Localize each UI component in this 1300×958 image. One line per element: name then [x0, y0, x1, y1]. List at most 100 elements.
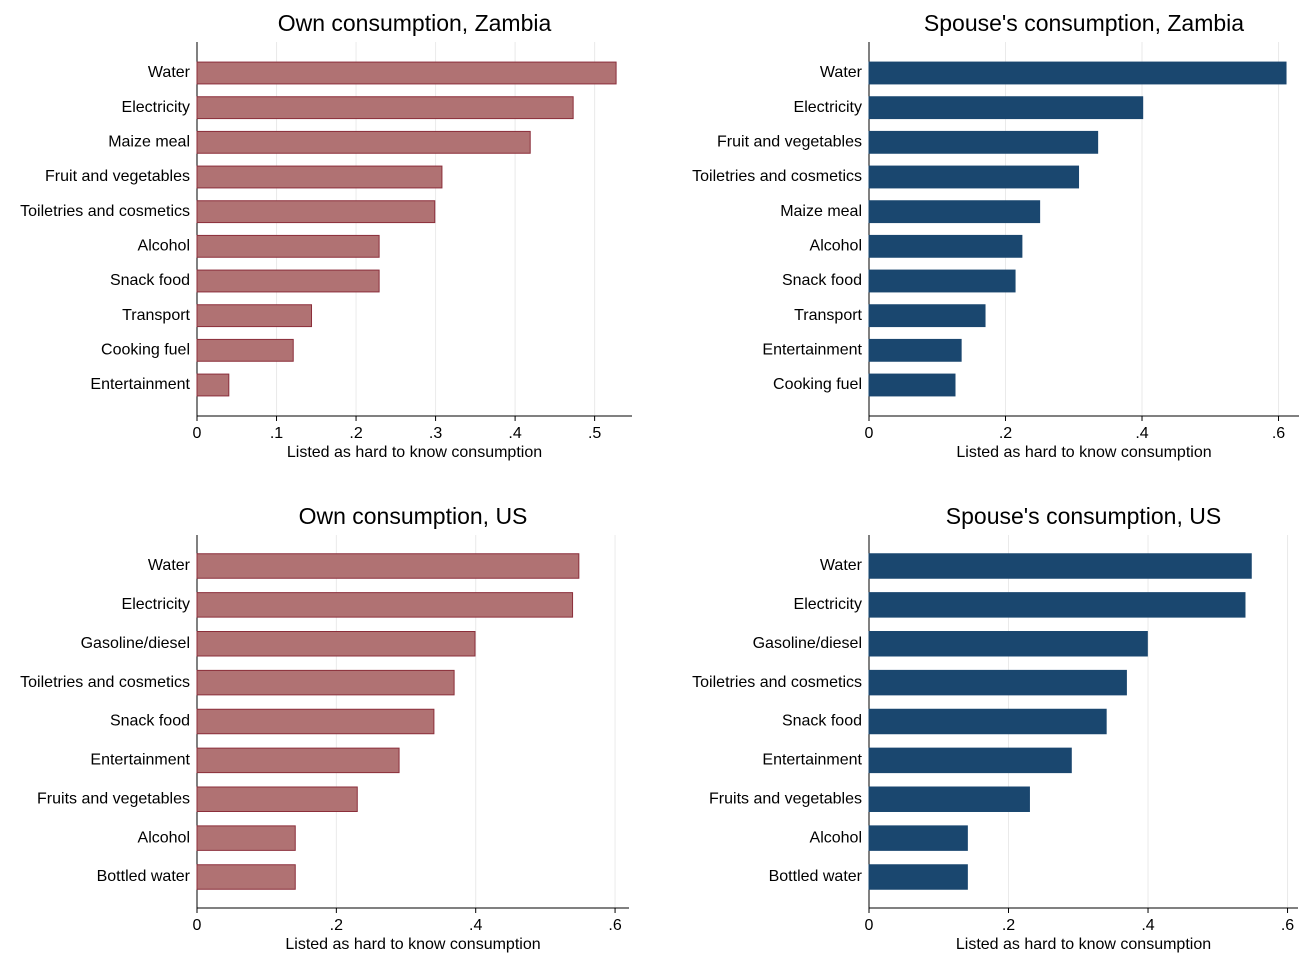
- y-tick-label: Snack food: [782, 272, 862, 289]
- x-tick-label: .5: [588, 425, 601, 442]
- y-tick-label: Water: [148, 557, 191, 574]
- y-tick-label: Fruits and vegetables: [709, 790, 862, 807]
- y-tick-label: Water: [820, 64, 863, 81]
- bar: [196, 373, 230, 397]
- y-tick-label: Gasoline/diesel: [753, 635, 862, 652]
- y-tick-label: Fruit and vegetables: [717, 134, 862, 151]
- bar: [868, 747, 1072, 774]
- x-tick-label: .2: [349, 425, 362, 442]
- y-tick-label: Transport: [122, 307, 190, 324]
- bar: [868, 130, 1099, 154]
- bar: [196, 61, 617, 85]
- bar: [196, 553, 580, 579]
- x-tick-label: 0: [193, 917, 202, 934]
- bar: [868, 165, 1080, 189]
- chart-title: Spouse's consumption, US: [946, 503, 1221, 529]
- bar: [868, 708, 1107, 735]
- bar: [868, 669, 1127, 696]
- y-tick-label: Alcohol: [810, 829, 862, 846]
- x-tick-label: .2: [1002, 917, 1015, 934]
- bar: [868, 304, 986, 328]
- y-tick-label: Toiletries and cosmetics: [20, 674, 190, 691]
- bar: [868, 234, 1023, 258]
- x-tick-label: .4: [1141, 917, 1154, 934]
- y-tick-label: Cooking fuel: [101, 342, 190, 359]
- y-tick-label: Entertainment: [762, 752, 862, 769]
- bar: [868, 592, 1246, 618]
- y-tick-label: Electricity: [122, 596, 190, 613]
- bar: [868, 786, 1030, 812]
- bar: [196, 269, 380, 293]
- bar: [868, 373, 956, 397]
- x-tick-label: .6: [1272, 425, 1285, 442]
- y-tick-label: Electricity: [794, 596, 862, 613]
- y-tick-label: Alcohol: [138, 238, 190, 255]
- y-tick-label: Maize meal: [780, 203, 862, 220]
- x-tick-label: .2: [330, 917, 343, 934]
- bar: [196, 747, 400, 774]
- bar: [868, 825, 968, 851]
- y-tick-label: Fruit and vegetables: [45, 168, 190, 185]
- bar: [196, 825, 296, 851]
- y-tick-label: Entertainment: [90, 752, 190, 769]
- x-tick-label: .2: [999, 425, 1012, 442]
- y-tick-label: Gasoline/diesel: [81, 635, 190, 652]
- bar: [868, 553, 1252, 579]
- y-tick-label: Cooking fuel: [773, 376, 862, 393]
- bar: [868, 631, 1148, 657]
- bar: [196, 864, 296, 890]
- y-tick-label: Fruits and vegetables: [37, 790, 190, 807]
- y-tick-label: Transport: [794, 307, 862, 324]
- y-tick-label: Entertainment: [90, 376, 190, 393]
- chart-title: Own consumption, Zambia: [278, 10, 552, 36]
- y-tick-label: Snack food: [110, 713, 190, 730]
- y-tick-label: Water: [148, 64, 191, 81]
- x-tick-label: .4: [508, 425, 521, 442]
- x-tick-label: .3: [429, 425, 442, 442]
- y-tick-label: Entertainment: [762, 342, 862, 359]
- y-tick-label: Toiletries and cosmetics: [692, 674, 862, 691]
- bar: [196, 592, 574, 618]
- y-tick-label: Electricity: [122, 99, 190, 116]
- bar: [196, 165, 443, 189]
- y-tick-label: Snack food: [110, 272, 190, 289]
- x-tick-label: .1: [270, 425, 283, 442]
- y-tick-label: Bottled water: [769, 868, 863, 885]
- y-tick-label: Toiletries and cosmetics: [20, 203, 190, 220]
- y-tick-label: Alcohol: [138, 829, 190, 846]
- y-tick-label: Alcohol: [810, 238, 862, 255]
- bar: [868, 864, 968, 890]
- x-axis-label: Listed as hard to know consumption: [285, 936, 540, 953]
- bar: [196, 669, 455, 696]
- y-tick-label: Snack food: [782, 713, 862, 730]
- bar: [196, 234, 380, 258]
- x-tick-label: .6: [608, 917, 621, 934]
- bar: [868, 269, 1016, 293]
- x-tick-label: 0: [193, 425, 202, 442]
- bar: [868, 338, 962, 362]
- y-tick-label: Water: [820, 557, 863, 574]
- x-axis-label: Listed as hard to know consumption: [956, 444, 1211, 461]
- bar: [196, 200, 436, 224]
- bar: [868, 96, 1144, 120]
- y-tick-label: Bottled water: [97, 868, 191, 885]
- x-tick-label: 0: [865, 425, 874, 442]
- bar: [196, 708, 435, 735]
- y-tick-label: Maize meal: [108, 134, 190, 151]
- x-tick-label: .6: [1281, 917, 1294, 934]
- y-tick-label: Electricity: [794, 99, 862, 116]
- bar: [196, 338, 294, 362]
- y-tick-label: Toiletries and cosmetics: [692, 168, 862, 185]
- x-tick-label: 0: [865, 917, 874, 934]
- bar: [196, 786, 358, 812]
- chart-title: Spouse's consumption, Zambia: [924, 10, 1244, 36]
- bar: [868, 61, 1287, 85]
- bar: [196, 96, 574, 120]
- x-axis-label: Listed as hard to know consumption: [287, 444, 542, 461]
- x-axis-label: Listed as hard to know consumption: [956, 936, 1211, 953]
- bar: [196, 130, 531, 154]
- chart-title: Own consumption, US: [299, 503, 528, 529]
- bar: [196, 304, 313, 328]
- bar: [196, 631, 476, 657]
